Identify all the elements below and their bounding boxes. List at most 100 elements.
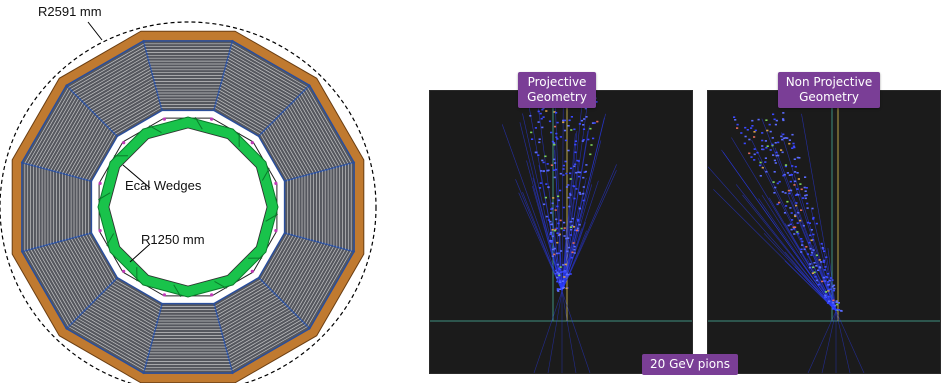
ecal-wedge-edge: [214, 280, 227, 289]
energy-hit: [775, 151, 778, 154]
energy-hit: [812, 266, 815, 269]
energy-hit: [551, 202, 554, 205]
energy-hit: [801, 197, 805, 199]
incoming-track: [835, 310, 851, 374]
energy-hit: [554, 162, 557, 164]
absorber-layer: [271, 123, 303, 177]
energy-hit: [753, 131, 756, 133]
absorber-layer: [106, 95, 159, 127]
shower-track: [561, 130, 578, 292]
energy-hit: [550, 131, 553, 134]
energy-hit: [780, 149, 783, 151]
energy-hit: [759, 175, 762, 177]
energy-hit: [811, 207, 814, 210]
energy-hit: [552, 248, 555, 251]
energy-hit: [563, 276, 566, 278]
energy-hit: [591, 122, 595, 124]
absorber-layer: [292, 245, 332, 312]
energy-hit: [797, 178, 800, 180]
absorber-layer: [273, 121, 306, 176]
absorber-layer: [225, 66, 291, 105]
energy-hit: [595, 101, 598, 103]
absorber-layer: [95, 298, 155, 333]
energy-hit: [781, 151, 784, 154]
absorber-layer: [104, 290, 158, 322]
absorber-layer: [224, 69, 289, 107]
energy-hit: [812, 249, 815, 251]
energy-hit: [542, 161, 545, 164]
absorber-layer: [283, 242, 320, 304]
projective-event-display: [429, 90, 693, 374]
energy-hit: [555, 227, 558, 230]
shower-track: [790, 173, 837, 312]
energy-hit: [567, 196, 570, 199]
energy-hit: [782, 119, 785, 122]
energy-hit: [547, 186, 550, 189]
absorber-layer: [229, 52, 302, 95]
shower-track: [713, 189, 837, 312]
absorber-layer: [82, 235, 112, 285]
absorber-layer: [81, 60, 150, 101]
energy-hit: [758, 164, 762, 167]
energy-hit: [828, 288, 831, 291]
energy-hit: [578, 171, 582, 174]
absorber-layer: [219, 86, 276, 120]
absorber-layer: [85, 66, 151, 105]
energy-hit: [753, 136, 756, 138]
energy-hit: [789, 180, 792, 183]
energy-hit: [778, 201, 781, 204]
energy-hit: [809, 263, 812, 265]
absorber-layer: [68, 43, 145, 88]
energy-hit: [795, 204, 798, 207]
energy-hit: [750, 156, 753, 158]
absorber-layer: [112, 281, 161, 310]
absorber-layer: [72, 49, 146, 93]
projective-label-line1: Projective: [527, 75, 587, 89]
energy-hit: [804, 176, 807, 178]
shower-track: [757, 157, 837, 312]
shower-track: [561, 98, 564, 292]
absorber-layer: [302, 249, 346, 323]
energy-hit: [808, 222, 811, 224]
absorber-layer: [214, 279, 261, 307]
energy-hit: [557, 290, 560, 292]
energy-hit: [822, 261, 825, 263]
energy-hit: [565, 172, 568, 175]
energy-hit: [562, 121, 565, 124]
energy-hit: [563, 221, 566, 224]
energy-hit: [573, 248, 576, 251]
absorber-layer: [294, 245, 335, 314]
energy-hit: [784, 165, 787, 168]
energy-hit: [764, 161, 767, 163]
energy-hit: [809, 234, 812, 237]
bore: [108, 127, 268, 287]
energy-hit: [578, 223, 581, 226]
mount-point: [274, 181, 278, 185]
energy-hit: [568, 205, 571, 208]
energy-hit: [736, 127, 739, 129]
energy-hit: [784, 137, 787, 139]
shower-track: [561, 113, 606, 292]
energy-hit: [824, 291, 828, 293]
energy-hit: [563, 235, 566, 237]
absorber-layer: [89, 304, 153, 342]
energy-hit: [545, 215, 548, 218]
energy-hit: [837, 309, 841, 311]
energy-hit: [560, 271, 563, 273]
energy-hit: [817, 283, 820, 286]
absorber-layer: [78, 315, 149, 357]
energy-hit: [559, 266, 562, 268]
absorber-layer: [220, 296, 278, 331]
energy-hit: [541, 126, 544, 129]
energy-hit: [833, 287, 836, 290]
energy-hit: [587, 138, 590, 141]
energy-hit: [788, 139, 791, 141]
energy-hit: [555, 269, 558, 272]
absorber-layer: [219, 294, 276, 328]
absorber-layer: [100, 294, 157, 328]
energy-hit: [825, 256, 828, 258]
incoming-track: [547, 290, 563, 374]
energy-hit: [835, 300, 838, 302]
energy-hit: [550, 208, 553, 210]
energy-hit: [826, 281, 830, 283]
